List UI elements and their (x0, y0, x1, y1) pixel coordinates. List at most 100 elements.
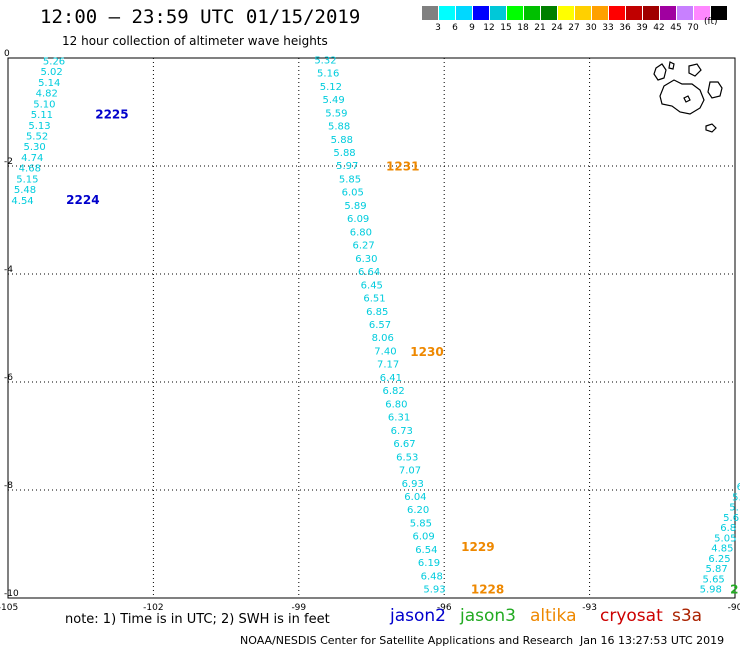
swh-value-label: 5.02 (40, 67, 62, 78)
map-frame (7, 57, 736, 599)
swh-value-label: 6.20 (407, 505, 429, 516)
pass-time-label: 1229 (461, 540, 494, 554)
swh-value-label: 6.80 (385, 399, 407, 410)
scale-label: 24 (551, 23, 563, 33)
swh-value-label: 5.88 (328, 122, 350, 133)
swh-value-label: 6.54 (415, 545, 437, 556)
island-shape (683, 95, 691, 103)
scale-swatch (677, 6, 693, 20)
scale-swatch (456, 6, 472, 20)
scale-label: 3 (435, 23, 441, 33)
swh-value-label: 5. (729, 503, 739, 514)
swh-value-label: 6.93 (402, 479, 424, 490)
swh-value-label: 5. (732, 492, 740, 503)
swh-value-label: 6.82 (382, 386, 404, 397)
swh-value-label: 5.05 (714, 533, 736, 544)
scale-swatch (711, 6, 727, 20)
swh-value-label: 6.27 (352, 241, 374, 252)
scale-label: 15 (500, 23, 512, 33)
swh-value-label: 6.05 (342, 188, 364, 199)
scale-swatch (507, 6, 523, 20)
swh-value-label: 5.11 (31, 110, 53, 121)
swh-value-label: 6.30 (355, 254, 377, 265)
scale-swatch (473, 6, 489, 20)
swh-value-label: 4.54 (11, 196, 33, 207)
swh-value-label: 6.53 (396, 452, 418, 463)
scale-label: 12 (483, 23, 495, 33)
swh-value-label: 5.30 (24, 142, 46, 153)
swh-value-label: 6.64 (358, 267, 380, 278)
swh-value-label: 5.6 (723, 513, 739, 524)
swh-value-label: 6.80 (350, 227, 372, 238)
swh-value-label: 5.88 (331, 135, 353, 146)
satellite-legend-s3a: s3a (672, 606, 703, 626)
swh-value-label: 5.65 (703, 574, 725, 585)
swh-value-label: 5.10 (33, 99, 55, 110)
island-shape (705, 123, 717, 133)
scale-label: 30 (585, 23, 597, 33)
island-shape (707, 81, 723, 99)
swh-value-label: 5.87 (705, 564, 727, 575)
chart-subtitle: 12 hour collection of altimeter wave hei… (62, 34, 328, 48)
scale-label: 6 (452, 23, 458, 33)
swh-value-label: 4.82 (36, 89, 58, 100)
swh-value-label: 6.09 (412, 532, 434, 543)
scale-label: 33 (602, 23, 614, 33)
pass-time-label: 2224 (66, 193, 99, 207)
swh-value-label: 5.52 (26, 131, 48, 142)
swh-value-label: 5.32 (314, 55, 336, 66)
scale-swatch (694, 6, 710, 20)
scale-swatch (660, 6, 676, 20)
swh-value-label: 4.85 (711, 544, 733, 555)
latitude-tick-label: 0 (4, 49, 10, 59)
longitude-tick-label: -102 (143, 603, 163, 613)
scale-swatch (439, 6, 455, 20)
scale-swatch (592, 6, 608, 20)
footer-note: note: 1) Time is in UTC; 2) SWH is in fe… (65, 612, 330, 627)
scale-swatch (609, 6, 625, 20)
credit-line: NOAA/NESDIS Center for Satellite Applica… (240, 634, 574, 647)
scale-label: 36 (619, 23, 631, 33)
swh-value-label: 6.57 (369, 320, 391, 331)
latitude-tick-label: -10 (4, 589, 19, 599)
swh-value-label: 5.49 (323, 95, 345, 106)
satellite-legend-jason2: jason2 (390, 606, 446, 626)
scale-unit: (ft) (704, 17, 718, 27)
swh-value-label: 6.09 (347, 214, 369, 225)
swh-value-label: 6.25 (708, 554, 730, 565)
scale-swatch (524, 6, 540, 20)
swh-value-label: 6.45 (361, 280, 383, 291)
island-shape (668, 61, 675, 70)
swh-value-label: 7.17 (377, 360, 399, 371)
swh-value-label: 8.06 (372, 333, 394, 344)
island-shape (659, 79, 705, 115)
swh-value-label: 5.48 (14, 185, 36, 196)
swh-value-label: 5.12 (320, 82, 342, 93)
swh-value-label: 6.85 (366, 307, 388, 318)
scale-label: 70 (687, 23, 699, 33)
chart-title: 12:00 — 23:59 UTC 01/15/2019 (40, 6, 361, 28)
satellite-legend-cryosat: cryosat (600, 606, 663, 626)
swh-value-label: 7.40 (374, 346, 396, 357)
latitude-tick-label: -4 (4, 265, 13, 275)
swh-value-label: 5.97 (336, 161, 358, 172)
island-shape (688, 63, 702, 77)
swh-value-label: 5.85 (410, 518, 432, 529)
scale-label: 9 (469, 23, 475, 33)
swh-value-label: 6.51 (363, 294, 385, 305)
swh-value-label: 5.16 (317, 69, 339, 80)
swh-value-label: 5.59 (325, 108, 347, 119)
galapagos-islands-outline (653, 61, 723, 133)
swh-value-label: 5.88 (333, 148, 355, 159)
scale-label: 39 (636, 23, 648, 33)
swh-value-label: 6.19 (418, 558, 440, 569)
swh-value-label: 6.73 (391, 426, 413, 437)
scale-label: 42 (653, 23, 665, 33)
longitude-tick-label: -93 (582, 603, 597, 613)
swh-value-label: 5.85 (339, 174, 361, 185)
scale-swatch (643, 6, 659, 20)
island-shape (653, 63, 667, 81)
satellite-legend-jason3: jason3 (460, 606, 516, 626)
scale-swatch (575, 6, 591, 20)
